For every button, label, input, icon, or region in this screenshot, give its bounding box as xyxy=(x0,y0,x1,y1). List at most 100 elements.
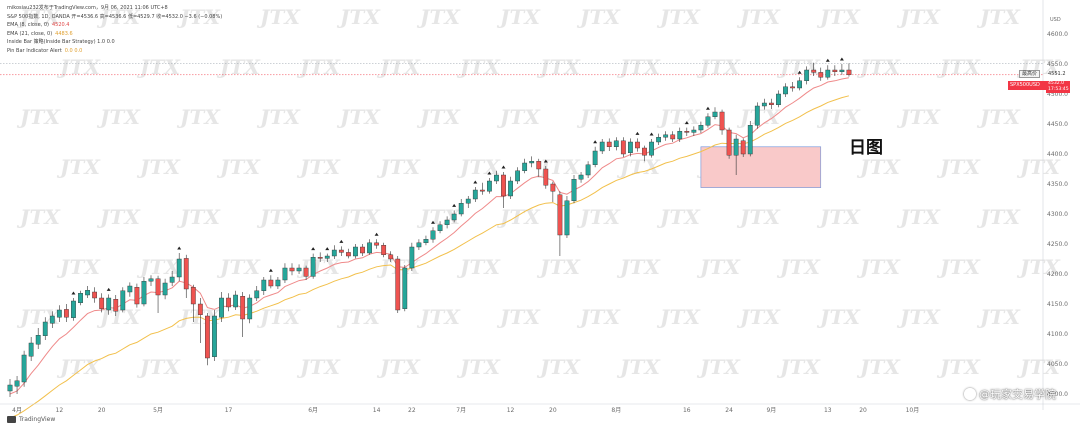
candle-body xyxy=(663,134,669,138)
candle-body xyxy=(705,116,711,126)
watermark-text: JTX xyxy=(176,205,221,229)
watermark-text: JTX xyxy=(856,155,901,179)
ema-slow-legend[interactable]: EMA (21, close, 0) 4483.6 xyxy=(7,30,222,39)
x-tick-label: 20 xyxy=(859,407,867,414)
credit-text: @玩家交易学院 xyxy=(979,388,1056,401)
signal-marker xyxy=(177,246,182,250)
candle-body xyxy=(289,267,295,272)
signal-marker xyxy=(593,140,598,144)
candle xyxy=(571,175,577,204)
credit-watermark: @玩家交易学院 xyxy=(964,386,1056,402)
signal-marker xyxy=(325,247,330,251)
candle xyxy=(719,109,725,135)
candle-body xyxy=(726,129,732,156)
candle-body xyxy=(430,230,436,240)
candle-body xyxy=(169,276,175,283)
candle-body xyxy=(106,297,112,311)
candle-body xyxy=(346,252,351,257)
candle-body xyxy=(649,141,654,156)
candle xyxy=(134,283,140,308)
watermark-text: JTX xyxy=(56,255,101,279)
ema-slow-label: EMA (21, close, 0) xyxy=(7,30,53,37)
candle xyxy=(317,252,323,262)
candle-body xyxy=(134,287,140,305)
candle-body xyxy=(275,279,281,287)
signal-marker xyxy=(374,232,379,236)
candle-body xyxy=(35,335,41,345)
inside-bar-legend[interactable]: Inside Bar 策略(Inside Bar Strategy) 1.0 0… xyxy=(7,39,115,45)
watermark-text: JTX xyxy=(136,155,181,179)
candle xyxy=(338,246,344,256)
candle xyxy=(388,251,394,262)
candle xyxy=(776,90,781,108)
candle xyxy=(599,139,605,154)
candle xyxy=(268,275,274,289)
candle-body xyxy=(451,213,457,221)
candle-body xyxy=(444,219,450,226)
candle xyxy=(282,263,288,283)
ema-layer xyxy=(9,77,850,419)
watermark-text: JTX xyxy=(56,355,101,379)
watermark-text: JTX xyxy=(296,55,341,79)
watermark-text: JTX xyxy=(456,55,501,79)
candle xyxy=(698,121,704,133)
candle-body xyxy=(712,111,718,118)
candle-body xyxy=(642,147,647,156)
candle-body xyxy=(437,224,443,232)
watermark-text: JTX xyxy=(736,305,781,329)
last-price-value: 4532.0 xyxy=(1048,81,1065,86)
watermark-text: JTX xyxy=(856,55,901,79)
candle xyxy=(451,210,457,223)
watermark-text: JTX xyxy=(336,105,381,129)
tradingview-logo[interactable]: TradingView xyxy=(7,416,55,423)
watermark-text: JTX xyxy=(616,155,661,179)
watermark-text: JTX xyxy=(896,205,941,229)
watermark-text: JTX xyxy=(296,155,341,179)
pin-bar-value: 0.0 0.0 xyxy=(64,47,83,54)
watermark-text: JTX xyxy=(336,305,381,329)
ema-slow-value: 4483.6 xyxy=(55,30,73,37)
candle xyxy=(303,265,309,280)
candle xyxy=(275,277,281,289)
candle xyxy=(501,172,506,208)
candle-body xyxy=(804,69,810,82)
candle xyxy=(628,138,633,157)
candle-body xyxy=(162,282,168,296)
x-tick-label: 5月 xyxy=(153,407,163,414)
candle xyxy=(353,244,358,259)
candle xyxy=(733,134,739,175)
pin-bar-legend[interactable]: Pin Bar Indicator Alert 0.0 0.0 xyxy=(7,47,222,56)
candle-body xyxy=(783,86,788,95)
candle xyxy=(635,138,640,152)
candle-body xyxy=(790,86,795,89)
signal-marker xyxy=(839,57,844,61)
candle xyxy=(7,379,13,397)
watermark-text: JTX xyxy=(576,5,621,29)
watermark-text: JTX xyxy=(456,255,501,279)
watermark-text: JTX xyxy=(336,5,381,29)
watermark-text: JTX xyxy=(656,205,701,229)
watermark-text: JTX xyxy=(216,155,261,179)
watermark-text: JTX xyxy=(496,5,541,29)
candle-body xyxy=(63,309,69,318)
candle xyxy=(797,77,803,91)
x-tick-label: 13 xyxy=(824,407,832,414)
ema-fast-legend[interactable]: EMA (8, close, 0) 4520.4 xyxy=(7,21,222,30)
candle xyxy=(479,182,485,195)
y-tick-label: 4500.0 xyxy=(1047,91,1068,98)
candle xyxy=(56,305,62,322)
candle xyxy=(162,278,168,300)
watermark-text: JTX xyxy=(216,55,261,79)
watermark-text: JTX xyxy=(536,255,581,279)
watermark-text: JTX xyxy=(496,105,541,129)
candle xyxy=(310,253,316,279)
annotation-box-layer xyxy=(700,146,822,188)
candle xyxy=(444,216,450,229)
ema-fast-label: EMA (8, close, 0) xyxy=(7,22,49,28)
candle-body xyxy=(155,278,161,296)
y-tick-label: 4300.0 xyxy=(1047,211,1068,218)
candle xyxy=(761,98,767,110)
watermark-text: JTX xyxy=(816,305,861,329)
signal-marker xyxy=(452,203,457,207)
